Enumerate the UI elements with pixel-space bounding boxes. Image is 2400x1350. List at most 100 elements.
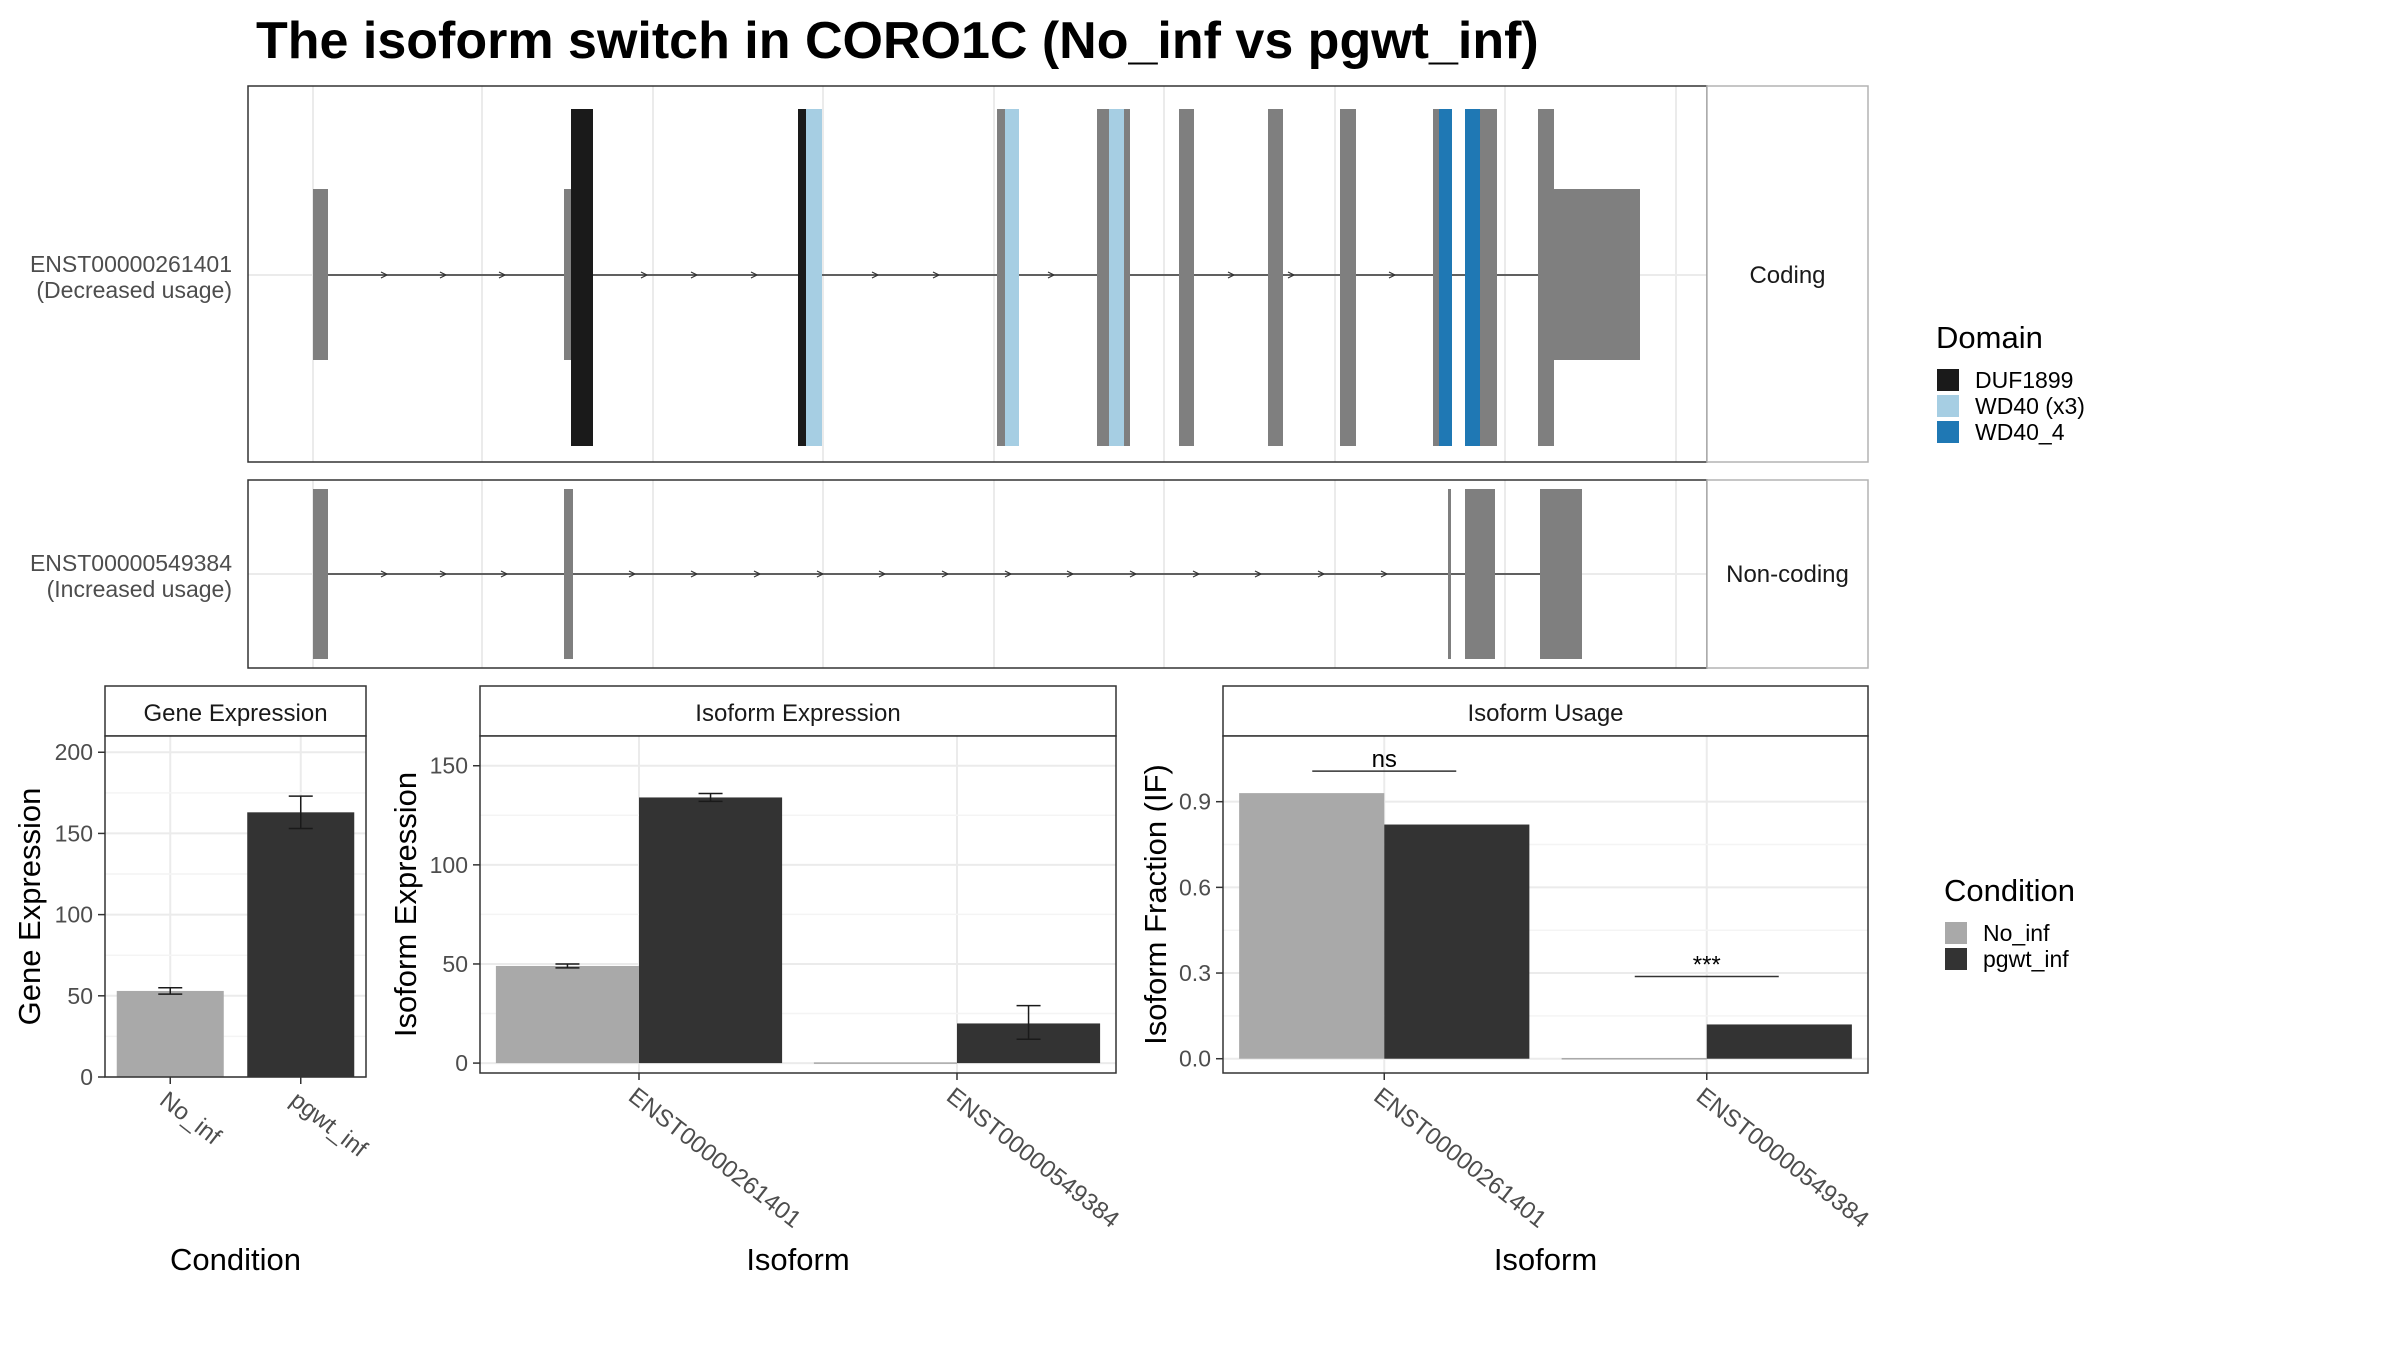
intron-direction-arrow <box>1380 570 1389 578</box>
exon <box>798 109 806 446</box>
intron-direction-arrow <box>628 570 637 578</box>
plot-border <box>104 735 367 1078</box>
y-tick-label: 0.0 <box>1179 1046 1211 1072</box>
domain-legend-label: DUF1899 <box>1975 367 2073 393</box>
intron-direction-arrow <box>1388 271 1397 279</box>
exon <box>1448 489 1451 659</box>
exon <box>1554 189 1640 360</box>
intron-direction-arrow <box>750 271 759 279</box>
expression-charts: Gene Expression 0 50 100 150 200 No_inf pgwt_in… <box>12 685 1874 1277</box>
x-tick-label: No_inf <box>155 1086 227 1150</box>
track-type-strip <box>1706 85 1869 463</box>
chart-strip <box>104 685 367 737</box>
y-axis-title: Isoform Fraction (IF) <box>1138 764 1173 1045</box>
x-tick-label: ENST00000261401 <box>623 1082 806 1233</box>
intron-direction-arrow <box>816 570 825 578</box>
condition-legend-title: Condition <box>1944 873 2075 908</box>
intron-direction-arrow <box>439 570 448 578</box>
bar <box>639 797 783 1064</box>
intron-direction-arrow <box>439 271 448 279</box>
condition-legend-key <box>1945 948 1967 970</box>
intron-direction-arrow <box>380 271 389 279</box>
exon <box>1340 109 1356 446</box>
intron-direction-arrow <box>878 570 887 578</box>
y-tick-label: 100 <box>430 852 468 878</box>
x-axis-title: Isoform <box>746 1242 849 1277</box>
intron-direction-arrow <box>1066 570 1075 578</box>
exon <box>571 109 593 446</box>
exon <box>1433 109 1439 446</box>
bar <box>247 812 355 1077</box>
exon <box>1480 109 1497 446</box>
condition-legend-label: No_inf <box>1983 920 2050 946</box>
chart-title: Isoform Usage <box>1467 700 1623 727</box>
intron-direction-arrow <box>1004 570 1013 578</box>
intron-direction-arrow <box>690 271 699 279</box>
exon <box>1465 109 1480 446</box>
exon <box>564 189 571 360</box>
intron-direction-arrow <box>690 570 699 578</box>
exon <box>1179 109 1194 446</box>
transcript-usage-label: (Decreased usage) <box>36 277 232 303</box>
plot-border <box>479 735 1117 1074</box>
chart-title: Gene Expression <box>143 700 327 727</box>
intron-direction-arrow <box>1254 570 1263 578</box>
intron-direction-arrow <box>1317 570 1326 578</box>
exon <box>997 109 1005 446</box>
exon <box>1540 489 1582 659</box>
exon <box>1124 109 1130 446</box>
transcript-track-ENST00000261401: Coding ENST00000261401(Decreased usage) <box>30 85 1869 463</box>
exon <box>1109 109 1124 446</box>
intron-direction-arrow <box>871 271 880 279</box>
y-tick-label: 0.9 <box>1179 789 1211 815</box>
condition-legend-key <box>1945 922 1967 944</box>
domain-legend-label: WD40 (x3) <box>1975 393 2085 419</box>
bar <box>1239 793 1385 1059</box>
y-axis-title: Gene Expression <box>12 788 47 1026</box>
intron-direction-arrow <box>941 570 950 578</box>
exon <box>806 109 822 446</box>
x-tick-label: ENST00000549384 <box>941 1082 1124 1233</box>
significance-label: *** <box>1693 951 1721 978</box>
exon <box>564 489 573 659</box>
exon <box>1097 109 1109 446</box>
track-type-strip <box>1706 479 1869 669</box>
domain-legend-title: Domain <box>1936 320 2043 355</box>
intron-direction-arrow <box>1287 271 1296 279</box>
intron-direction-arrow <box>1129 570 1138 578</box>
y-tick-label: 0.3 <box>1179 960 1211 986</box>
chart-isoform-usage: Isoform Usage 0.0 0.3 0.6 0.9 ns *** ENST000002… <box>1138 685 1874 1277</box>
bar <box>495 965 639 1064</box>
transcript-usage-label: (Increased usage) <box>47 576 232 602</box>
intron-direction-arrow <box>640 271 649 279</box>
transcript-structure-plot: Coding ENST00000261401(Decreased usage) No… <box>30 85 1869 669</box>
x-tick-label: pgwt_inf <box>285 1086 372 1163</box>
intron-direction-arrow <box>500 570 509 578</box>
domain-legend-label: WD40_4 <box>1975 419 2065 445</box>
condition-legend-label: pgwt_inf <box>1983 946 2069 972</box>
intron-direction-arrow <box>380 570 389 578</box>
exon <box>1538 109 1554 446</box>
track-type-label: Coding <box>1749 262 1825 289</box>
y-tick-label: 50 <box>67 983 93 1009</box>
y-tick-label: 0 <box>80 1064 93 1090</box>
x-axis-title: Condition <box>170 1242 301 1277</box>
y-tick-label: 150 <box>430 753 468 779</box>
transcript-id-label: ENST00000261401 <box>30 251 232 277</box>
transcript-id-label: ENST00000549384 <box>30 550 232 576</box>
bar <box>1384 824 1530 1059</box>
exon <box>1005 109 1019 446</box>
chart-gene-expression: Gene Expression 0 50 100 150 200 No_inf pgwt_in… <box>12 685 372 1277</box>
plot-border <box>1222 735 1869 1074</box>
exon <box>313 489 328 659</box>
y-tick-label: 0 <box>455 1050 468 1076</box>
figure-title: The isoform switch in CORO1C (No_inf vs … <box>256 12 1539 70</box>
intron-direction-arrow <box>753 570 762 578</box>
intron-direction-arrow <box>1227 271 1236 279</box>
domain-legend-key <box>1937 421 1959 443</box>
track-type-label: Non-coding <box>1726 561 1849 588</box>
y-axis-title: Isoform Expression <box>388 772 423 1037</box>
intron-direction-arrow <box>932 271 941 279</box>
